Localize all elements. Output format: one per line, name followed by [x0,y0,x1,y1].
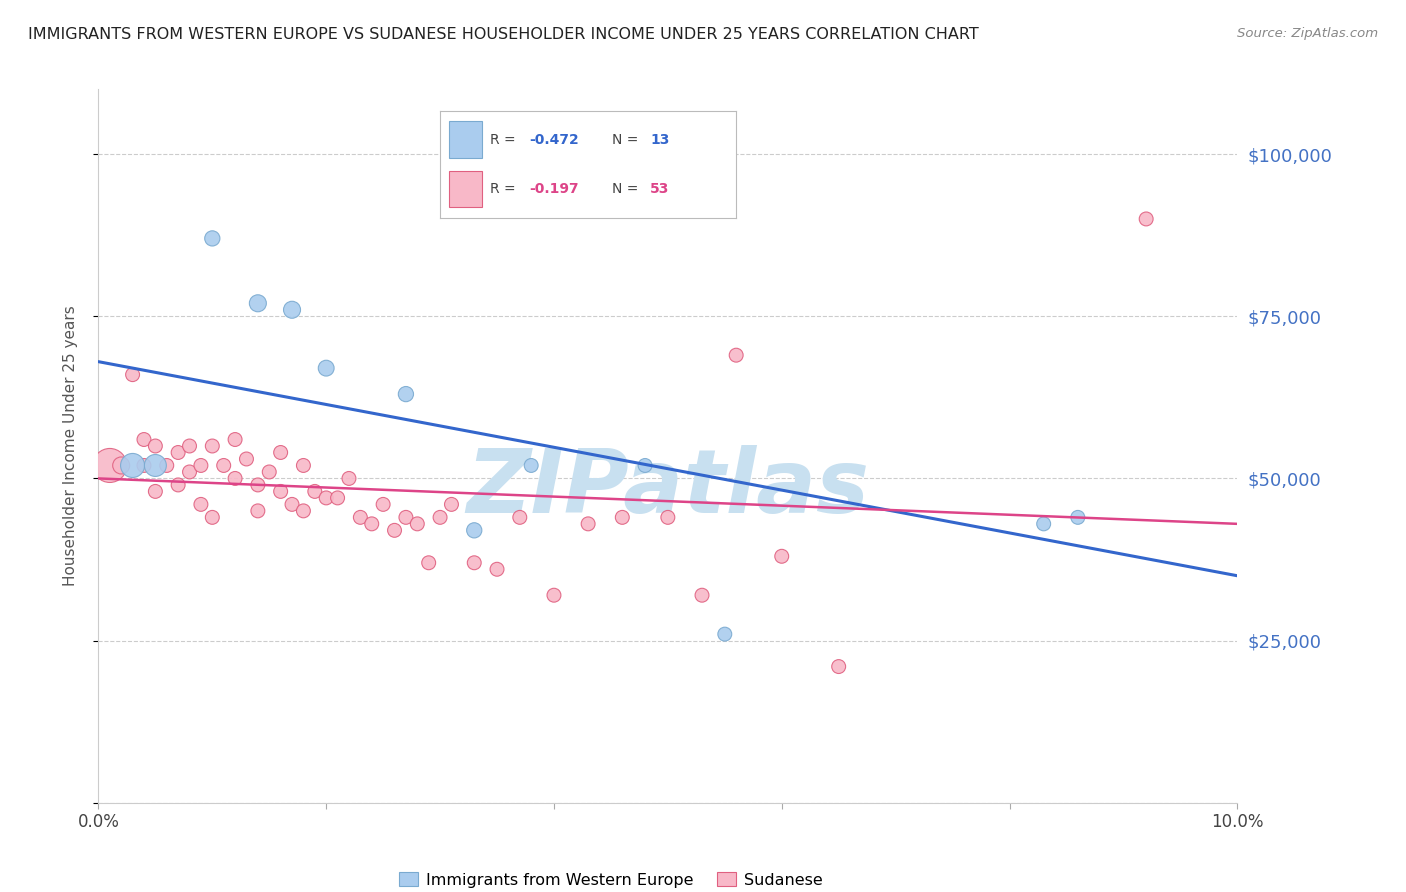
Point [406,516,429,531]
Point [167,478,190,492]
Point [509,510,531,524]
Point [634,458,657,473]
Point [281,497,304,511]
Point [110,458,132,473]
Point [98,458,121,473]
Text: IMMIGRANTS FROM WESTERN EUROPE VS SUDANESE HOUSEHOLDER INCOME UNDER 25 YEARS COR: IMMIGRANTS FROM WESTERN EUROPE VS SUDANE… [28,27,979,42]
Point [714,627,737,641]
Point [224,433,246,447]
Point [156,458,179,473]
Point [315,491,337,505]
Point [1067,510,1090,524]
Point [326,491,349,505]
Point [395,387,418,401]
Point [543,588,565,602]
Point [1135,211,1157,226]
Y-axis label: Householder Income Under 25 years: Householder Income Under 25 years [63,306,77,586]
Point [132,458,155,473]
Point [201,510,224,524]
Point [121,458,143,473]
Point [235,452,257,467]
Point [384,524,406,538]
Point [121,368,143,382]
Point [190,458,212,473]
Point [132,433,155,447]
Text: ZIPatlas: ZIPatlas [467,445,869,533]
Point [246,478,269,492]
Point [201,439,224,453]
Point [246,296,269,310]
Point [725,348,748,362]
Point [145,484,167,499]
Point [1032,516,1054,531]
Point [337,471,360,485]
Text: Source: ZipAtlas.com: Source: ZipAtlas.com [1237,27,1378,40]
Point [463,556,485,570]
Point [201,231,224,245]
Point [145,439,167,453]
Point [690,588,713,602]
Point [520,458,543,473]
Point [167,445,190,459]
Point [576,516,599,531]
Point [360,516,382,531]
Point [440,497,463,511]
Point [828,659,851,673]
Point [179,439,201,453]
Point [770,549,793,564]
Point [212,458,235,473]
Point [190,497,212,511]
Point [315,361,337,376]
Point [463,524,485,538]
Point [373,497,395,511]
Point [612,510,634,524]
Point [657,510,679,524]
Point [270,484,292,499]
Point [281,302,304,317]
Point [246,504,269,518]
Legend: Immigrants from Western Europe, Sudanese: Immigrants from Western Europe, Sudanese [399,872,823,888]
Point [418,556,440,570]
Point [304,484,326,499]
Point [292,458,315,473]
Point [224,471,246,485]
Point [292,504,315,518]
Point [486,562,509,576]
Point [179,465,201,479]
Point [270,445,292,459]
Point [349,510,371,524]
Point [259,465,281,479]
Point [429,510,451,524]
Point [145,458,167,473]
Point [395,510,418,524]
